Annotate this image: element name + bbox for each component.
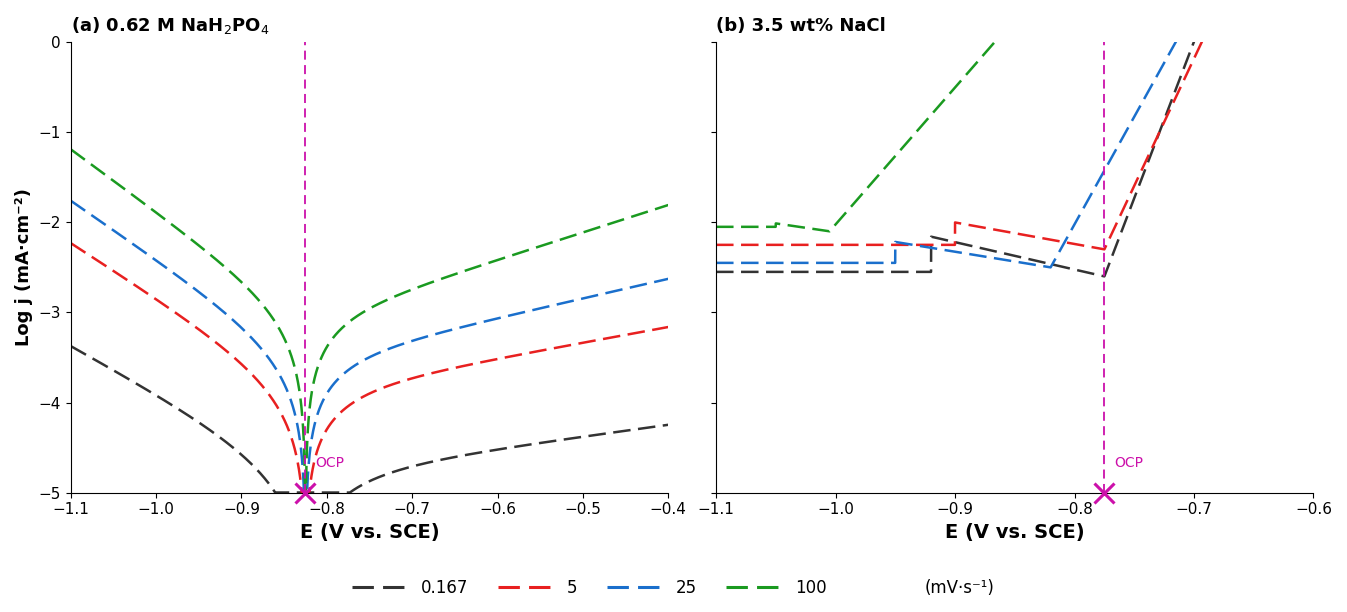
Text: (b) 3.5 wt% NaCl: (b) 3.5 wt% NaCl	[717, 17, 886, 35]
Legend: 0.167, 5, 25, 100, (mV·s⁻¹): 0.167, 5, 25, 100, (mV·s⁻¹)	[346, 572, 1001, 603]
X-axis label: E (V vs. SCE): E (V vs. SCE)	[299, 523, 439, 542]
X-axis label: E (V vs. SCE): E (V vs. SCE)	[946, 523, 1084, 542]
Text: OCP: OCP	[1114, 457, 1144, 471]
Y-axis label: Log j (mA·cm⁻²): Log j (mA·cm⁻²)	[15, 188, 32, 346]
Text: OCP: OCP	[315, 457, 345, 471]
Text: (a) 0.62 M NaH$_2$PO$_4$: (a) 0.62 M NaH$_2$PO$_4$	[71, 15, 269, 36]
